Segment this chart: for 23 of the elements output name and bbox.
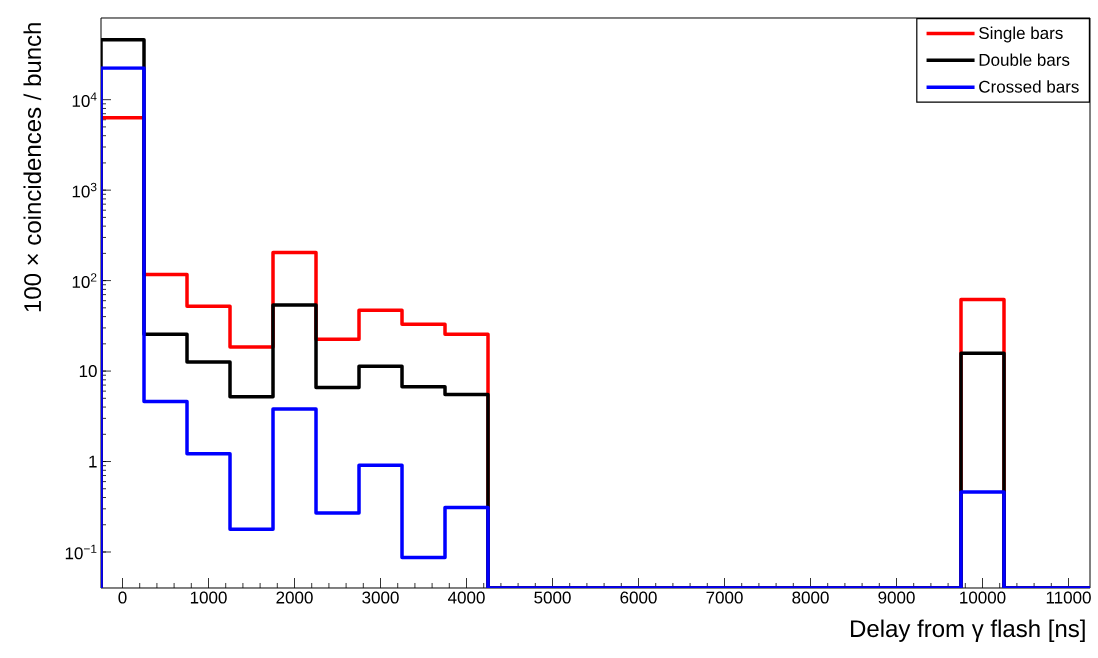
legend-label: Single bars: [979, 26, 1063, 43]
y-tick-label: 1: [89, 455, 97, 468]
legend-label: Double bars: [979, 53, 1070, 66]
x-tick-label: 6000: [620, 591, 657, 604]
x-tick-label: 10000: [960, 591, 1006, 604]
x-axis-title: Delay from γ flash [ns]: [851, 619, 1085, 642]
y-tick-label: 10$^{−1}$: [65, 544, 97, 560]
x-tick-label: 4000: [447, 591, 485, 604]
x-tick-label: 2000: [276, 591, 313, 604]
x-tick-label: 8000: [792, 591, 829, 604]
x-tick-label: 0: [118, 591, 127, 604]
y-axis-title: 100 × coincidences / bunch: [23, 23, 42, 312]
y-tick-label: 10$^{3}$: [72, 182, 97, 198]
y-tick-label: 10$^{4}$: [72, 92, 97, 108]
x-tick-label: 11000: [1046, 591, 1091, 604]
x-tick-label: 9000: [878, 591, 915, 604]
x-tick-label: 3000: [362, 591, 399, 604]
x-tick-label: 1000: [190, 591, 227, 604]
x-tick-label: 5000: [534, 591, 571, 604]
legend-label: Crossed bars: [979, 80, 1079, 93]
y-tick-label: 10: [79, 365, 97, 378]
x-tick-label: 7000: [706, 591, 743, 604]
y-tick-label: 10$^{2}$: [72, 273, 97, 288]
